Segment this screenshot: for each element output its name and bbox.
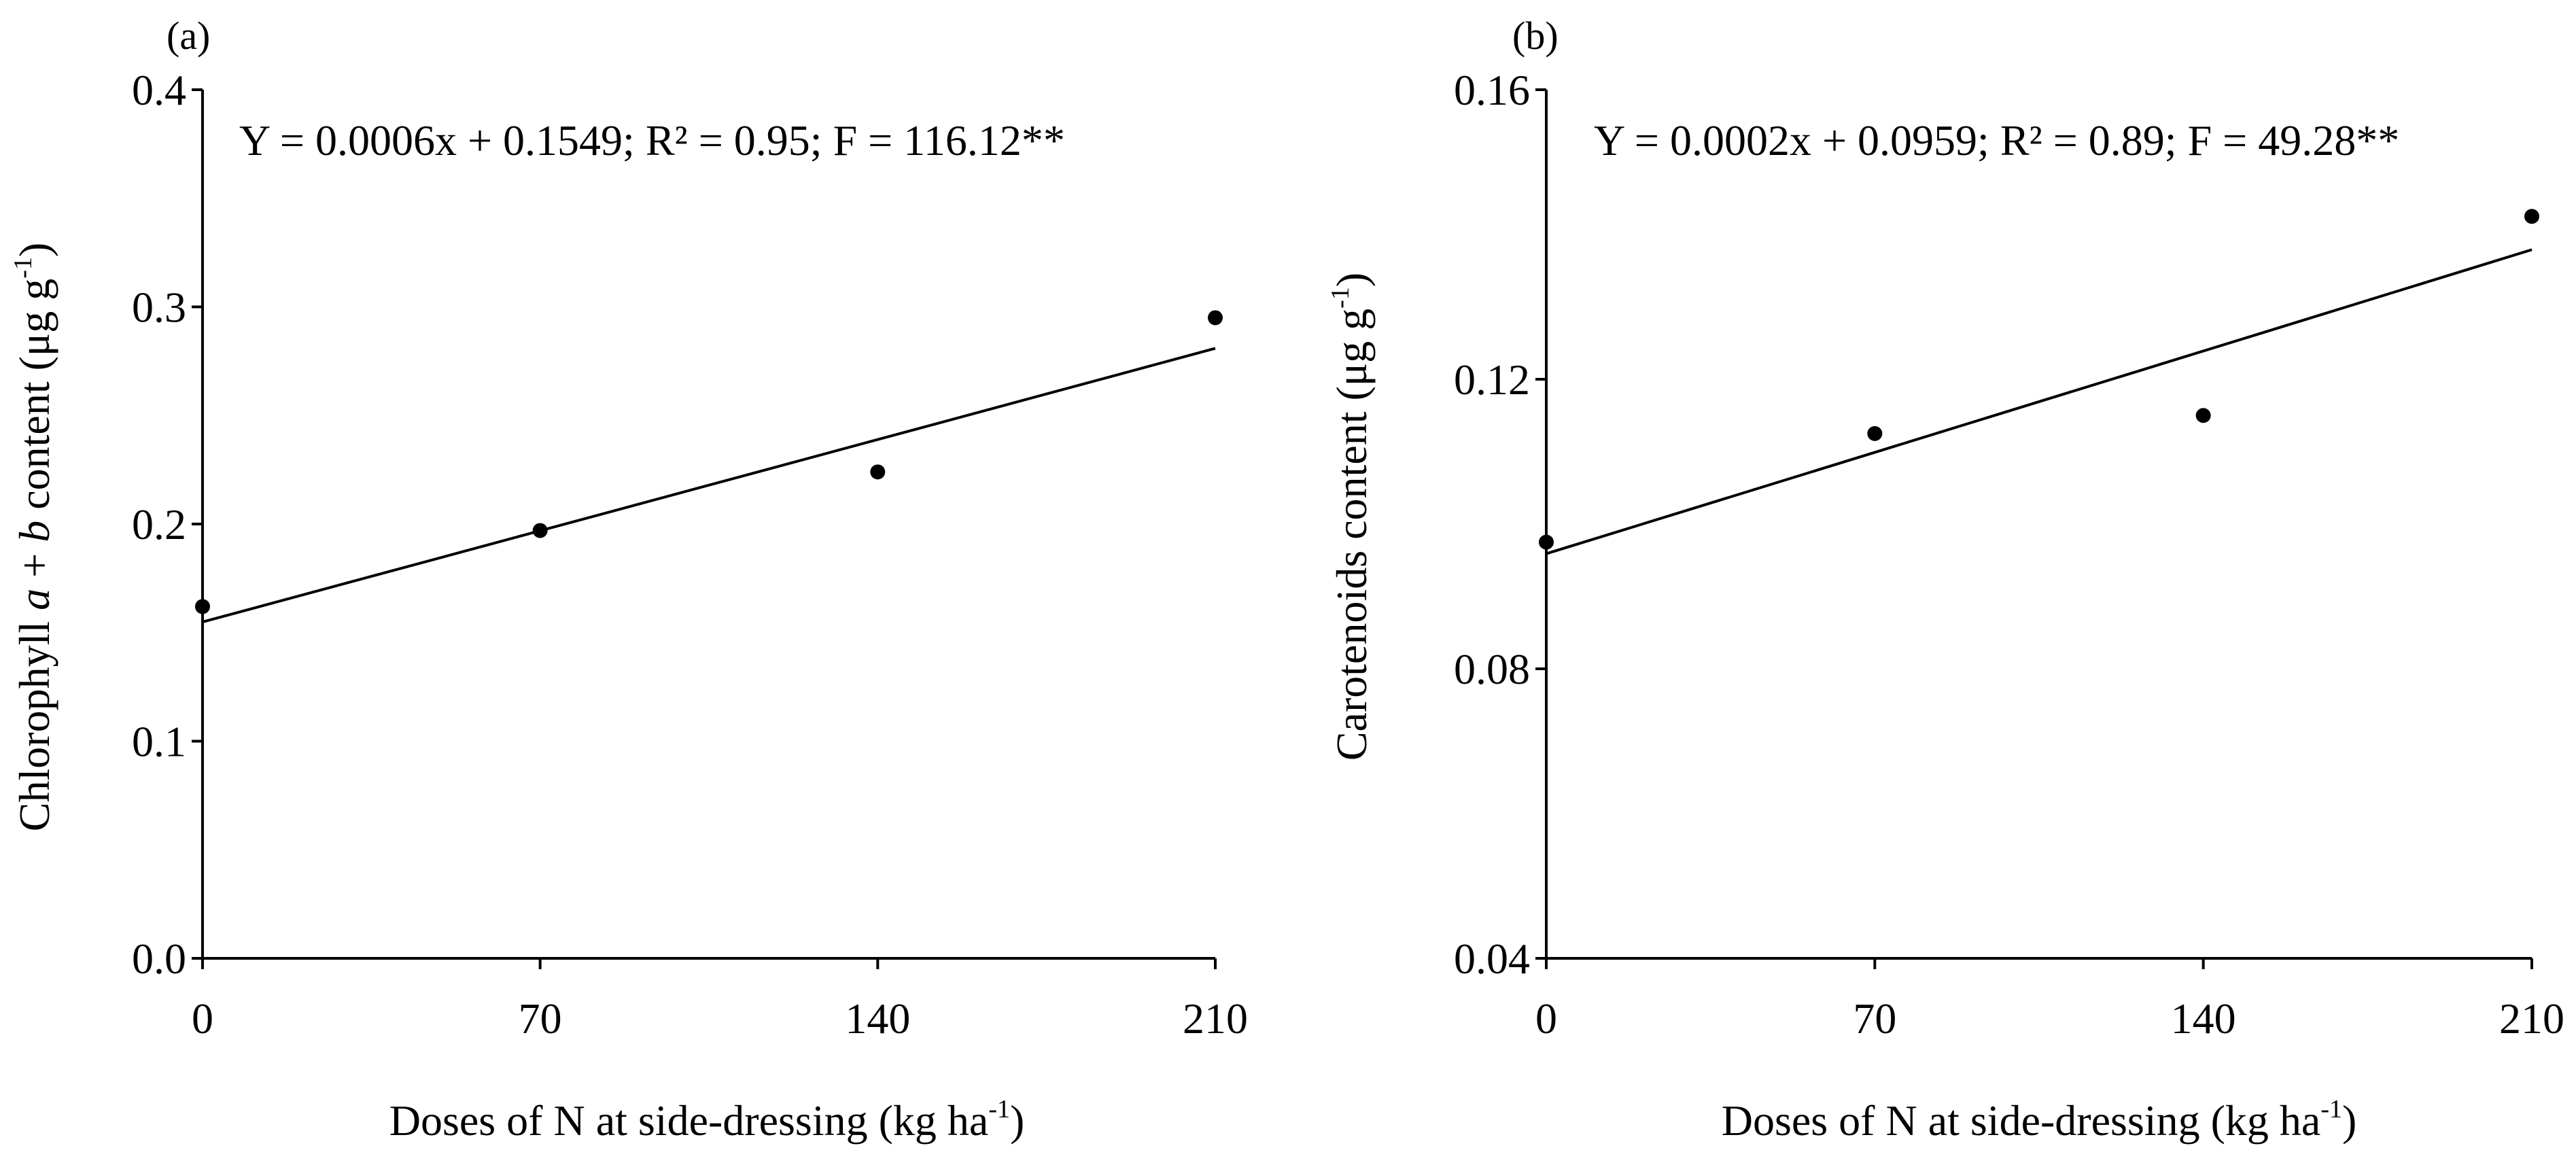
data-point bbox=[1208, 310, 1223, 326]
data-point bbox=[195, 599, 210, 614]
panel-b-y-axis-label: Carotenoids content (μg g-1) bbox=[1326, 273, 1376, 761]
panel-a-ylabel-post: content (μg g bbox=[10, 279, 58, 521]
y-tick-label: 0.12 bbox=[1454, 355, 1530, 404]
chart-panel-a: (a) Y = 0.0006x + 0.1549; R² = 0.95; F =… bbox=[9, 14, 1248, 1145]
data-point bbox=[1539, 534, 1554, 550]
x-tick-label: 0 bbox=[192, 994, 213, 1043]
panel-a-xlabel-end: ) bbox=[1010, 1096, 1024, 1145]
panel-b-equation: Y = 0.0002x + 0.0959; R² = 0.89; F = 49.… bbox=[1594, 116, 2399, 164]
panel-b-ylabel-sup: -1 bbox=[1326, 287, 1355, 309]
panel-a-ylabel-end: ) bbox=[10, 243, 58, 257]
y-tick-label: 0.04 bbox=[1454, 935, 1530, 983]
panel-b-ylabel-pre: Carotenoids content (μg g bbox=[1327, 309, 1376, 761]
panel-a-x-axis-label: Doses of N at side-dressing (kg ha-1) bbox=[389, 1095, 1025, 1145]
x-tick-label: 210 bbox=[2499, 994, 2564, 1043]
y-tick-label: 0.1 bbox=[132, 718, 186, 766]
panel-b-xlabel-sup: -1 bbox=[2320, 1095, 2342, 1124]
panel-b-xlabel-end: ) bbox=[2342, 1096, 2356, 1145]
x-tick-label: 70 bbox=[519, 994, 562, 1043]
panel-b-x-axis-label: Doses of N at side-dressing (kg ha-1) bbox=[1722, 1095, 2357, 1145]
y-tick-label: 0.2 bbox=[132, 500, 186, 548]
data-point bbox=[2195, 408, 2211, 423]
panel-a-x-ticks: 0 70 140 210 bbox=[192, 958, 1248, 1043]
panel-a-y-axis-label: Chlorophyll a + b content (μg g-1) bbox=[9, 243, 58, 831]
y-tick-label: 0.16 bbox=[1454, 66, 1530, 114]
panel-a-label: (a) bbox=[167, 14, 210, 58]
panel-a-ylabel-a: a bbox=[10, 589, 58, 610]
panel-a-y-ticks: 0.0 0.1 0.2 0.3 0.4 bbox=[132, 66, 203, 983]
panel-a-ylabel-pre: Chlorophyll bbox=[10, 610, 58, 831]
panel-a-trend-line bbox=[202, 347, 1216, 624]
x-tick-label: 140 bbox=[845, 994, 910, 1043]
x-tick-label: 0 bbox=[1535, 994, 1557, 1043]
x-tick-label: 210 bbox=[1183, 994, 1248, 1043]
chart-panel-b: (b) Y = 0.0002x + 0.0959; R² = 0.89; F =… bbox=[1326, 14, 2564, 1145]
y-tick-label: 0.3 bbox=[132, 283, 186, 332]
panel-a-xlabel-sup: -1 bbox=[988, 1095, 1010, 1124]
panel-b-ylabel-end: ) bbox=[1327, 273, 1376, 287]
panel-b-label: (b) bbox=[1512, 14, 1559, 58]
panel-b-xlabel-main: Doses of N at side-dressing (kg ha bbox=[1722, 1096, 2321, 1145]
panel-a-ylabel-b: b bbox=[10, 521, 58, 542]
data-point bbox=[1867, 425, 1883, 441]
data-point bbox=[870, 464, 886, 480]
y-tick-label: 0.0 bbox=[132, 935, 186, 983]
x-tick-label: 70 bbox=[1853, 994, 1896, 1043]
y-tick-label: 0.4 bbox=[132, 66, 186, 114]
panel-b-x-ticks: 0 70 140 210 bbox=[1535, 958, 2564, 1043]
data-point bbox=[2524, 209, 2539, 224]
panel-b-y-ticks: 0.04 0.08 0.12 0.16 bbox=[1454, 66, 1546, 983]
panel-a-ylabel-plus: + bbox=[10, 542, 58, 589]
panel-a-equation: Y = 0.0006x + 0.1549; R² = 0.95; F = 116… bbox=[239, 116, 1065, 164]
panel-a-xlabel-main: Doses of N at side-dressing (kg ha bbox=[389, 1096, 989, 1145]
y-tick-label: 0.08 bbox=[1454, 645, 1530, 693]
panel-a-ylabel-sup: -1 bbox=[9, 257, 37, 279]
panel-a-points bbox=[195, 310, 1223, 614]
panel-b-trend-line bbox=[1546, 248, 2533, 555]
x-tick-label: 140 bbox=[2171, 994, 2236, 1043]
panel-b-points bbox=[1539, 209, 2539, 550]
data-point bbox=[532, 523, 548, 538]
